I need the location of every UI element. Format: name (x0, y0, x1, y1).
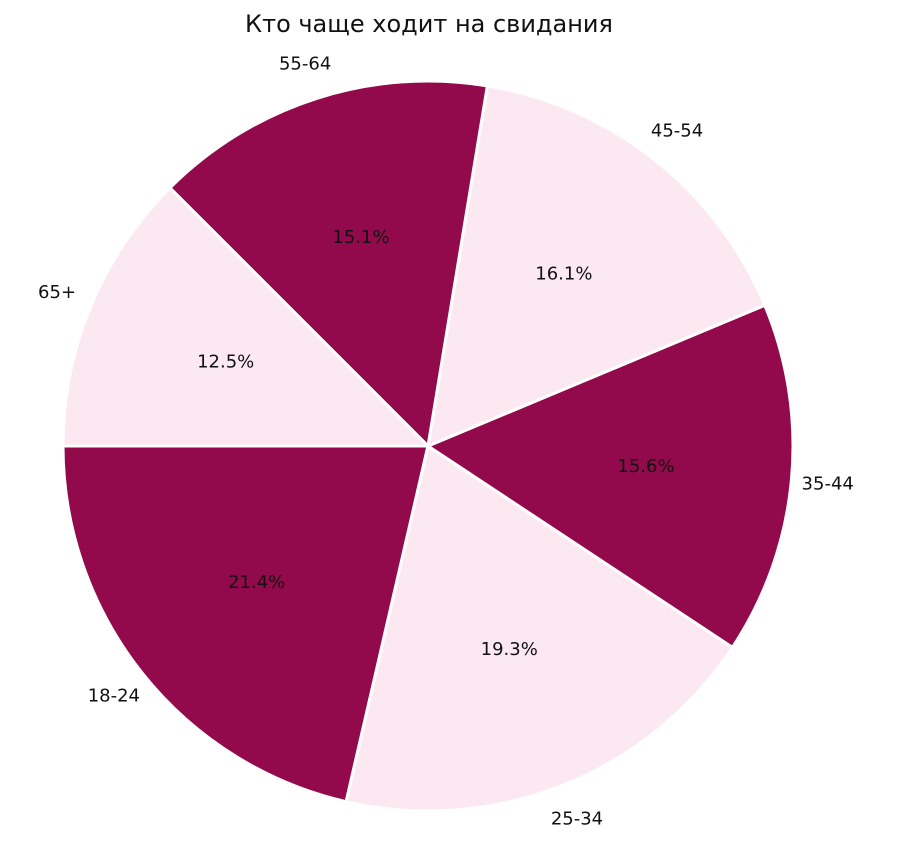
category-labels: 18-24 25-34 35-44 45-54 55-64 65+ (38, 53, 854, 829)
pie-slice-55-64 (168, 79, 489, 448)
pie-slice-35-44 (426, 303, 795, 649)
category-label-18-24: 18-24 (88, 686, 140, 707)
category-label-65plus: 65+ (38, 282, 76, 303)
pie-slice-45-54 (426, 84, 767, 448)
category-label-55-64: 55-64 (279, 53, 331, 74)
pie-slice-65plus (61, 186, 430, 448)
category-label-45-54: 45-54 (651, 121, 703, 142)
chart-title: Кто чаще ходит на свидания (245, 10, 613, 38)
percent-label-35-44: 15.6% (617, 456, 674, 477)
percent-labels: 21.4% 19.3% 15.6% 16.1% 15.1% 12.5% (197, 227, 675, 660)
percent-label-25-34: 19.3% (481, 639, 538, 660)
category-label-25-34: 25-34 (551, 808, 603, 829)
percent-label-65plus: 12.5% (197, 352, 254, 373)
category-label-35-44: 35-44 (802, 473, 854, 494)
pie-slice-25-34 (344, 444, 734, 813)
pie-slices (61, 79, 795, 813)
pie-slice-18-24 (61, 444, 430, 804)
percent-label-45-54: 16.1% (535, 264, 592, 285)
percent-label-18-24: 21.4% (228, 572, 285, 593)
percent-label-55-64: 15.1% (332, 227, 389, 248)
